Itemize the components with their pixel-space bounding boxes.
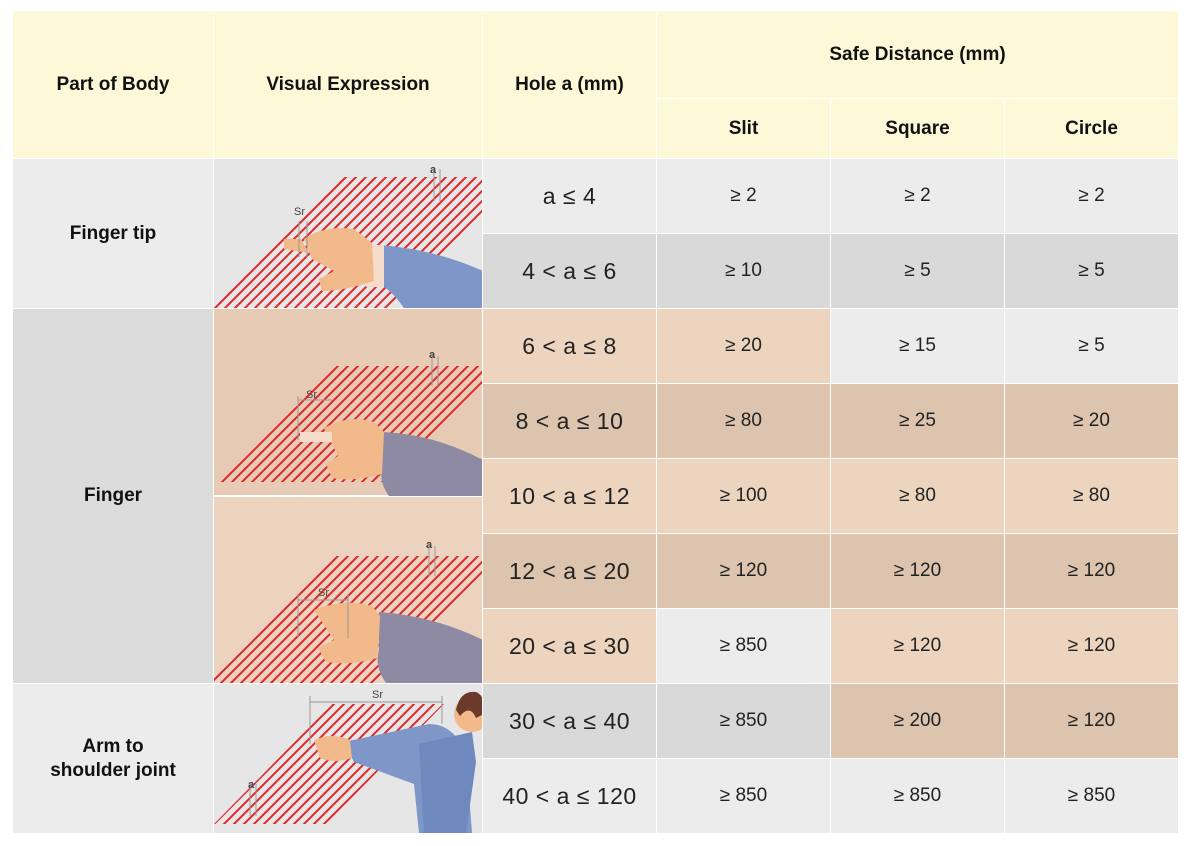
hole-cell: 20 < a ≤ 30 <box>482 608 657 684</box>
sleeve-shape <box>377 611 482 683</box>
header-circle: Circle <box>1003 98 1180 159</box>
header-part-of-body: Part of Body <box>12 10 214 159</box>
square-cell: ≥ 120 <box>830 608 1005 684</box>
hand-shape <box>314 602 380 663</box>
square-cell: ≥ 80 <box>830 458 1005 534</box>
square-cell: ≥ 25 <box>830 383 1005 459</box>
circle-cell: ≥ 80 <box>1003 458 1180 534</box>
header-visual-expression: Visual Expression <box>213 10 483 159</box>
a-label: a <box>429 349 436 361</box>
circle-cell: ≥ 120 <box>1003 608 1180 684</box>
hair-shape <box>456 691 482 718</box>
table-row: 12 < a ≤ 20 ≥ 120 ≥ 120 ≥ 120 <box>13 533 1180 609</box>
circle-cell: ≥ 850 <box>1003 758 1180 834</box>
circle-cell: ≥ 5 <box>1003 308 1180 384</box>
safety-distance-table-container: Part of Body Visual Expression Hole a (m… <box>12 10 1180 836</box>
hole-cell: 4 < a ≤ 6 <box>482 233 657 309</box>
table-row: 20 < a ≤ 30 ≥ 850 ≥ 120 ≥ 120 <box>13 608 1180 684</box>
hole-cell: 40 < a ≤ 120 <box>482 758 657 834</box>
sr-label: Sr <box>372 689 383 701</box>
square-cell: ≥ 200 <box>830 683 1005 759</box>
body-part-arm: Arm to shoulder joint <box>12 683 214 834</box>
header-square: Square <box>830 98 1005 159</box>
finger-illustration: Sr a <box>213 308 483 684</box>
slit-cell: ≥ 80 <box>656 383 831 459</box>
header-slit: Slit <box>656 98 831 159</box>
square-cell: ≥ 5 <box>830 233 1005 309</box>
sleeve-shape <box>381 431 482 496</box>
arm-label-line1: Arm to <box>82 735 144 757</box>
circle-cell: ≥ 120 <box>1003 683 1180 759</box>
table-row: Finger tip <box>12 158 1180 309</box>
circle-cell: ≥ 5 <box>1003 233 1180 309</box>
body-part-finger-tip: Finger tip <box>12 158 214 309</box>
square-cell: ≥ 15 <box>830 308 1005 384</box>
table-row: 8 < a ≤ 10 ≥ 80 ≥ 25 ≥ 20 <box>13 383 1180 459</box>
a-label: a <box>248 779 255 791</box>
table-row: 40 < a ≤ 120 ≥ 850 ≥ 850 ≥ 850 <box>13 758 1180 834</box>
hole-cell: 8 < a ≤ 10 <box>482 383 657 459</box>
table-row: Arm to shoulder joint <box>12 683 1180 834</box>
sleeve-shape <box>379 245 482 308</box>
hole-cell: 6 < a ≤ 8 <box>482 308 657 384</box>
hole-cell: a ≤ 4 <box>482 158 657 234</box>
square-cell: ≥ 120 <box>830 533 1005 609</box>
hand-shape <box>324 418 384 479</box>
circle-cell: ≥ 120 <box>1003 533 1180 609</box>
table-row: 4 < a ≤ 6 ≥ 10 ≥ 5 ≥ 5 <box>13 233 1180 309</box>
finger-tip-illustration: Sr a <box>213 158 483 309</box>
safety-distance-table: Part of Body Visual Expression Hole a (m… <box>12 10 1180 834</box>
hole-cell: 30 < a ≤ 40 <box>482 683 657 759</box>
hole-cell: 10 < a ≤ 12 <box>482 458 657 534</box>
slit-cell: ≥ 120 <box>656 533 831 609</box>
a-label: a <box>430 164 437 176</box>
table-row: 10 < a ≤ 12 ≥ 100 ≥ 80 ≥ 80 <box>13 458 1180 534</box>
sr-label: Sr <box>318 587 329 599</box>
header-hole: Hole a (mm) <box>482 10 657 159</box>
slit-cell: ≥ 20 <box>656 308 831 384</box>
table-row: Finger <box>12 308 1180 684</box>
square-cell: ≥ 850 <box>830 758 1005 834</box>
circle-cell: ≥ 20 <box>1003 383 1180 459</box>
arm-label-line2: shoulder joint <box>50 759 176 781</box>
hand-shape <box>304 228 374 291</box>
slit-cell: ≥ 850 <box>656 683 831 759</box>
slit-cell: ≥ 10 <box>656 233 831 309</box>
sr-label: Sr <box>306 389 317 401</box>
slit-cell: ≥ 100 <box>656 458 831 534</box>
a-label: a <box>426 539 433 551</box>
slit-cell: ≥ 850 <box>656 608 831 684</box>
body-part-finger: Finger <box>12 308 214 684</box>
hole-cell: 12 < a ≤ 20 <box>482 533 657 609</box>
circle-cell: ≥ 2 <box>1003 158 1180 234</box>
arm-illustration: Sr a <box>213 683 483 834</box>
hand-shape <box>314 736 352 761</box>
header-safe-distance: Safe Distance (mm) <box>655 10 1180 99</box>
slit-cell: ≥ 850 <box>656 758 831 834</box>
sr-label: Sr <box>294 206 305 218</box>
slit-cell: ≥ 2 <box>656 158 831 234</box>
square-cell: ≥ 2 <box>830 158 1005 234</box>
